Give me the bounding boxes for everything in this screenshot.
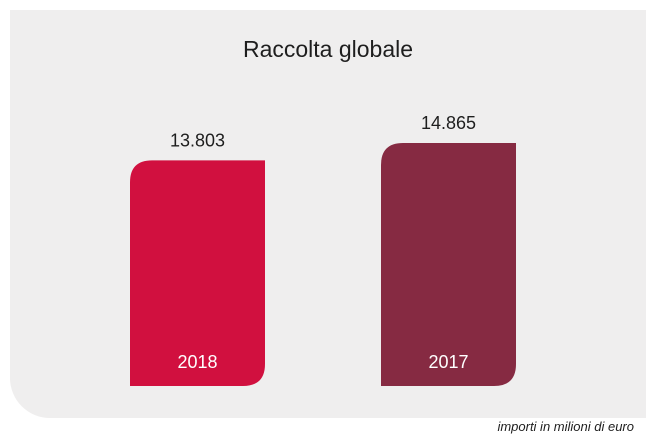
value-label-2018: 13.803 bbox=[170, 130, 225, 150]
category-label-2017: 2017 bbox=[428, 352, 468, 372]
units-note: importi in milioni di euro bbox=[497, 419, 634, 434]
bar-2017 bbox=[381, 143, 516, 386]
category-label-2018: 2018 bbox=[177, 352, 217, 372]
chart-panel bbox=[10, 10, 646, 418]
chart-title: Raccolta globale bbox=[242, 36, 414, 62]
value-label-2017: 14.865 bbox=[421, 113, 476, 133]
bar-2018 bbox=[130, 160, 265, 386]
